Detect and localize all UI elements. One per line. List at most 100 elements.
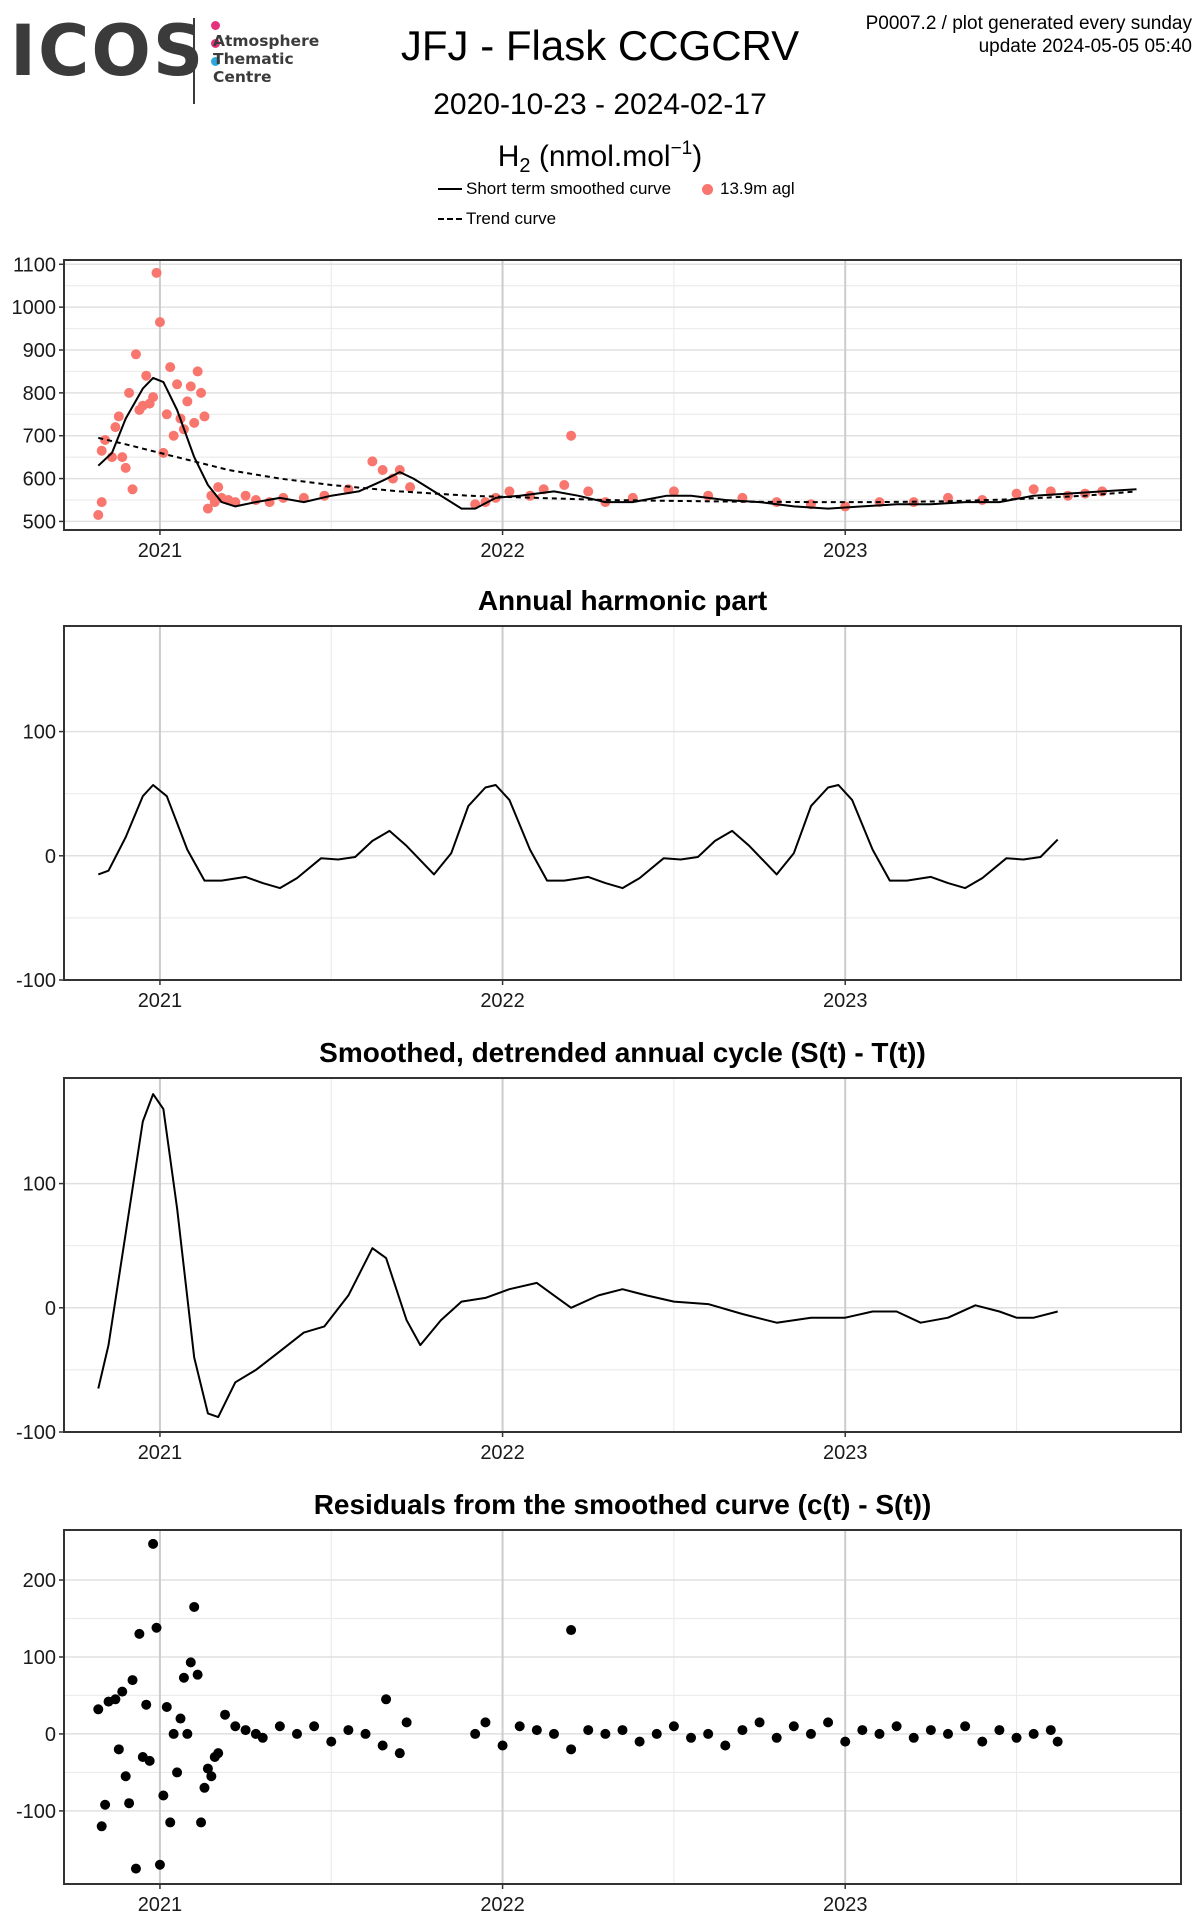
data-point: [566, 1744, 577, 1755]
data-point: [960, 1721, 971, 1732]
legend-solid-line-icon: [438, 188, 462, 190]
data-point: [172, 1767, 183, 1778]
data-point: [1011, 1732, 1022, 1743]
data-point: [192, 1669, 203, 1680]
data-point: [840, 501, 851, 512]
y-tick-label: 100: [23, 1174, 56, 1196]
data-point: [583, 486, 594, 497]
legend: Short term smoothed curve 13.9m agl Tren…: [0, 178, 1200, 238]
data-point: [96, 445, 107, 456]
data-point: [720, 1740, 731, 1751]
y-tick-label: 0: [45, 846, 56, 868]
data-point: [514, 1721, 525, 1732]
data-point: [148, 1538, 159, 1549]
logo-dots-icon: [211, 17, 223, 71]
data-point: [805, 1728, 816, 1739]
legend-dashed-line-icon: [438, 218, 462, 220]
data-point: [686, 1732, 697, 1743]
data-point: [257, 1732, 268, 1743]
legend-trend-label: Trend curve: [466, 209, 557, 228]
data-point: [165, 362, 176, 373]
x-tick-label: 2022: [480, 540, 525, 562]
trend-curve: [98, 436, 1137, 504]
smoothed-curve: [97, 784, 1059, 890]
data-point: [274, 1721, 285, 1732]
chart-panel-1: 500 600 700 800 900 1000 1100 2021 2022 2023: [12, 254, 1182, 562]
data-point: [668, 486, 679, 497]
data-point: [196, 1817, 207, 1828]
data-point: [220, 1709, 231, 1720]
legend-point-icon: [702, 183, 713, 195]
y-tick-label: 700: [23, 426, 56, 448]
data-point: [141, 370, 152, 381]
y-tick-label: 100: [23, 722, 56, 744]
legend-item-smooth: Short term smoothed curve: [438, 178, 671, 200]
data-point: [185, 1657, 196, 1668]
legend-smooth-label: Short term smoothed curve: [466, 179, 672, 198]
data-point: [908, 1732, 919, 1743]
data-point: [617, 1725, 628, 1736]
data-point: [874, 1728, 885, 1739]
data-point: [240, 490, 251, 501]
data-point: [110, 1694, 121, 1705]
panel-border: [63, 1077, 1182, 1433]
data-point: [394, 1748, 405, 1759]
legend-item-trend: Trend curve: [438, 208, 556, 230]
y-tick-label: 0: [45, 1298, 56, 1320]
chart-panel-2: Annual harmonic part -100 0 100 2021 2022 2023: [16, 585, 1182, 1012]
data-point: [168, 430, 179, 441]
data-point: [185, 381, 196, 392]
data-point: [943, 1728, 954, 1739]
header: ICOS Atmosphere Thematic Centre JFJ - Fl…: [0, 0, 1200, 250]
unit-superscript: −1: [670, 138, 693, 159]
x-tick-label: 2021: [138, 990, 183, 1012]
logo-subtitle: Atmosphere Thematic Centre: [213, 32, 320, 86]
chart-title: Annual harmonic part: [478, 585, 767, 616]
smoothed-curve: [97, 376, 1137, 510]
data-point: [199, 1782, 210, 1793]
data-point: [93, 510, 104, 520]
chart-title: Residuals from the smoothed curve (c(t) …: [314, 1489, 932, 1520]
x-tick-label: 2022: [480, 1894, 525, 1916]
data-point: [120, 1771, 131, 1782]
legend-item-points: 13.9m agl: [698, 178, 795, 200]
x-tick-label: 2021: [138, 1894, 183, 1916]
data-point: [100, 435, 111, 445]
data-point: [1045, 1725, 1056, 1736]
x-tick-label: 2022: [480, 1442, 525, 1464]
data-point: [117, 1686, 128, 1697]
data-point: [600, 1728, 611, 1739]
data-point: [93, 1704, 104, 1715]
data-point: [168, 1728, 179, 1739]
chart-panel-3: Smoothed, detrended annual cycle (S(t) -…: [16, 1037, 1182, 1464]
data-point: [634, 1736, 645, 1747]
data-point: [381, 1694, 392, 1705]
data-point: [977, 1736, 988, 1747]
data-point: [566, 430, 577, 441]
data-point: [161, 1702, 172, 1712]
data-point: [158, 1790, 169, 1801]
data-point: [559, 480, 570, 490]
y-tick-label: 100: [23, 1647, 56, 1669]
data-point: [96, 1821, 107, 1832]
data-point: [377, 1740, 388, 1751]
data-point: [891, 1721, 902, 1732]
y-tick-label: -100: [16, 1801, 56, 1823]
data-point: [182, 396, 193, 407]
chart-title: Smoothed, detrended annual cycle (S(t) -…: [319, 1037, 926, 1068]
x-tick-label: 2023: [823, 990, 868, 1012]
data-point: [1028, 1728, 1039, 1739]
data-point: [124, 387, 135, 398]
data-point: [117, 452, 128, 463]
unit-subscript: 2: [519, 155, 531, 177]
page-title: JFJ - Flask CCGCRV: [400, 22, 800, 69]
data-point: [100, 1799, 111, 1810]
data-point: [130, 1863, 141, 1874]
y-tick-label: 1100: [13, 254, 56, 276]
y-tick-label: -100: [16, 1422, 56, 1444]
logo-wordmark: ICOS: [10, 10, 206, 92]
data-point: [298, 492, 309, 503]
data-point: [737, 1725, 748, 1736]
data-point: [1028, 484, 1039, 495]
data-point: [994, 1725, 1005, 1736]
